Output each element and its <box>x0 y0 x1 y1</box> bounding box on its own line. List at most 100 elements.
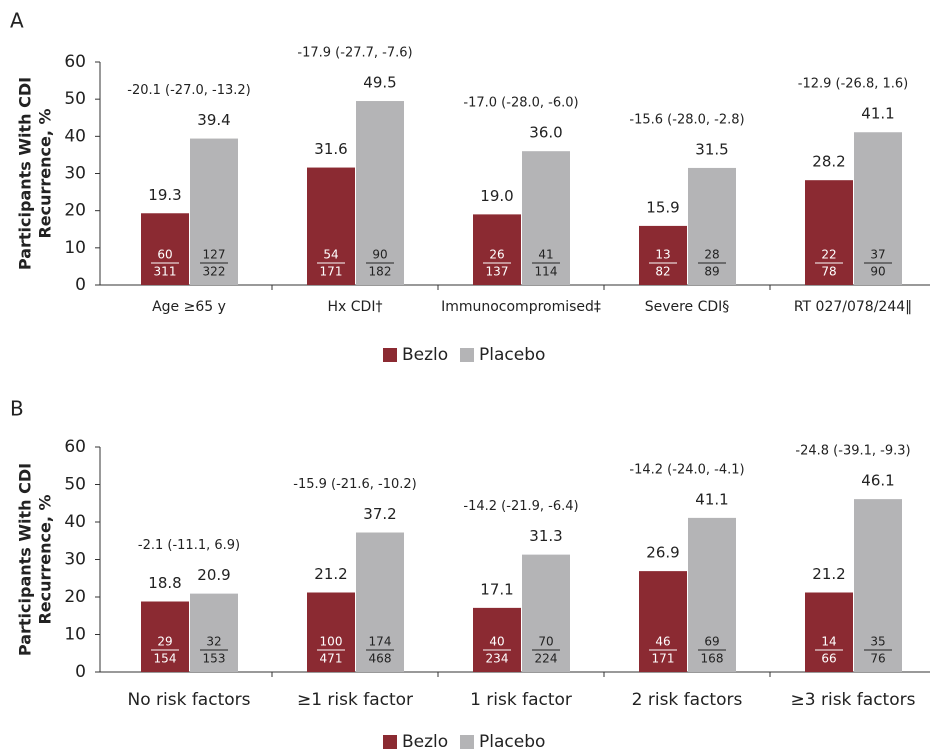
bar <box>854 499 902 672</box>
count-numerator: 29 <box>157 635 172 649</box>
bar <box>805 180 853 285</box>
value-label: 31.6 <box>314 140 347 158</box>
count-numerator: 90 <box>372 248 387 262</box>
x-tick-label: No risk factors <box>127 690 250 710</box>
count-numerator: 35 <box>870 635 885 649</box>
count-denominator: 234 <box>486 652 509 666</box>
bar <box>190 593 238 672</box>
x-tick-label: Age ≥65 y <box>152 299 226 315</box>
y-axis-label: Recurrence, % <box>36 494 55 624</box>
difference-annotation: -2.1 (-11.1, 6.9) <box>138 538 240 553</box>
value-label: 15.9 <box>646 198 679 216</box>
bar <box>473 607 521 672</box>
count-denominator: 89 <box>704 265 719 279</box>
bar <box>688 517 736 672</box>
y-axis-label: Participants With CDI <box>16 463 35 656</box>
value-label: 21.2 <box>812 565 845 583</box>
difference-annotation: -12.9 (-26.8, 1.6) <box>798 77 909 92</box>
value-label: 31.3 <box>529 527 562 545</box>
count-denominator: 168 <box>701 652 724 666</box>
count-numerator: 127 <box>203 248 226 262</box>
bar <box>190 138 238 285</box>
count-numerator: 41 <box>538 248 553 262</box>
value-label: 36.0 <box>529 124 562 142</box>
count-denominator: 322 <box>203 265 226 279</box>
x-tick-label: Immunocompromised‡ <box>441 299 601 315</box>
count-numerator: 60 <box>157 248 172 262</box>
count-denominator: 471 <box>320 652 343 666</box>
y-tick-label: 20 <box>64 201 86 221</box>
count-numerator: 28 <box>704 248 719 262</box>
y-tick-label: 30 <box>64 164 86 184</box>
y-tick-label: 50 <box>64 475 86 495</box>
count-numerator: 14 <box>821 635 836 649</box>
count-numerator: 70 <box>538 635 553 649</box>
bar <box>307 592 355 672</box>
count-denominator: 468 <box>369 652 392 666</box>
difference-annotation: -24.8 (-39.1, -9.3) <box>795 444 910 459</box>
count-denominator: 224 <box>535 652 558 666</box>
legend-swatch <box>383 735 397 749</box>
y-tick-label: 10 <box>64 625 86 645</box>
count-denominator: 114 <box>535 265 558 279</box>
bar <box>522 554 570 672</box>
count-numerator: 40 <box>489 635 504 649</box>
y-tick-label: 50 <box>64 89 86 109</box>
bar <box>141 213 189 285</box>
bar <box>141 601 189 672</box>
x-tick-label: Severe CDI§ <box>645 299 730 315</box>
y-tick-label: 10 <box>64 238 86 258</box>
difference-annotation: -15.9 (-21.6, -10.2) <box>293 477 416 492</box>
count-denominator: 311 <box>154 265 177 279</box>
bar <box>639 225 687 285</box>
difference-annotation: -14.2 (-24.0, -4.1) <box>629 462 744 477</box>
count-denominator: 182 <box>369 265 392 279</box>
value-label: 17.1 <box>480 580 513 598</box>
y-tick-label: 20 <box>64 587 86 607</box>
y-axis-label: Recurrence, % <box>36 108 55 238</box>
bar <box>854 132 902 285</box>
x-tick-label: RT 027/078/244‖ <box>794 299 912 315</box>
count-numerator: 100 <box>320 635 343 649</box>
bar <box>356 532 404 672</box>
count-denominator: 78 <box>821 265 836 279</box>
value-label: 26.9 <box>646 544 679 562</box>
count-denominator: 66 <box>821 652 836 666</box>
bar <box>639 571 687 672</box>
count-denominator: 137 <box>486 265 509 279</box>
legend-swatch <box>460 348 474 362</box>
legend-label: Placebo <box>479 345 545 365</box>
bar <box>805 592 853 672</box>
value-label: 41.1 <box>861 105 894 123</box>
count-numerator: 32 <box>206 635 221 649</box>
x-tick-label: Hx CDI† <box>328 299 383 315</box>
value-label: 20.9 <box>197 566 230 584</box>
difference-annotation: -15.6 (-28.0, -2.8) <box>629 112 744 127</box>
value-label: 39.4 <box>197 111 230 129</box>
count-numerator: 13 <box>655 248 670 262</box>
y-tick-label: 60 <box>64 52 86 72</box>
count-numerator: 26 <box>489 248 504 262</box>
y-tick-label: 0 <box>75 275 86 295</box>
bar <box>473 214 521 285</box>
legend-label: Bezlo <box>402 345 448 365</box>
value-label: 41.1 <box>695 490 728 508</box>
x-tick-label: ≥1 risk factor <box>297 690 413 710</box>
legend-swatch <box>383 348 397 362</box>
count-denominator: 90 <box>870 265 885 279</box>
y-tick-label: 40 <box>64 512 86 532</box>
difference-annotation: -17.9 (-27.7, -7.6) <box>297 46 412 61</box>
count-denominator: 82 <box>655 265 670 279</box>
x-tick-label: 2 risk factors <box>632 690 743 710</box>
panel-label: A <box>10 9 24 33</box>
difference-annotation: -17.0 (-28.0, -6.0) <box>463 96 578 111</box>
value-label: 37.2 <box>363 505 396 523</box>
y-axis-label: Participants With CDI <box>16 77 35 270</box>
x-tick-label: ≥3 risk factors <box>791 690 916 710</box>
value-label: 21.2 <box>314 565 347 583</box>
count-denominator: 153 <box>203 652 226 666</box>
legend-swatch <box>460 735 474 749</box>
value-label: 19.0 <box>480 187 513 205</box>
value-label: 18.8 <box>148 574 181 592</box>
